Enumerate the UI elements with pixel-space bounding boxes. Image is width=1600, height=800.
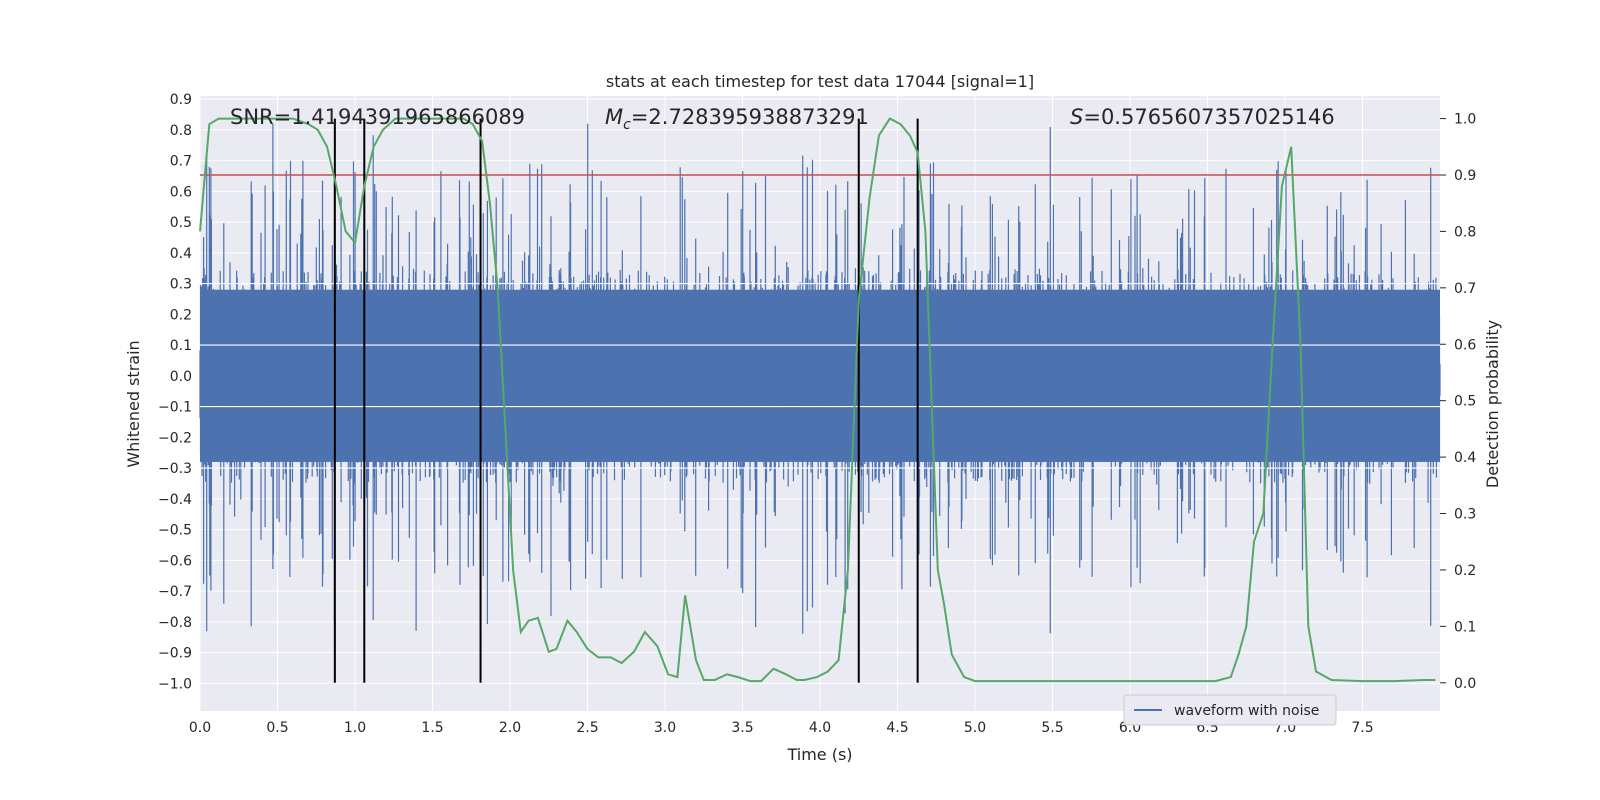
y-tick-label: −0.3 [158, 461, 192, 477]
y-axis-label-right: Detection probability [1483, 320, 1502, 488]
y-right-tick-label: 0.1 [1454, 619, 1476, 635]
y-tick-label: 0.2 [170, 307, 192, 323]
y-tick-label: −0.7 [158, 584, 192, 600]
x-tick-label: 1.0 [344, 720, 366, 736]
y-tick-label: −0.2 [158, 430, 192, 446]
y-tick-label: 0.6 [170, 184, 192, 200]
y-right-tick-label: 0.7 [1454, 281, 1476, 297]
y-right-tick-label: 0.9 [1454, 168, 1476, 184]
s-value: =0.5765607357025146 [1083, 105, 1334, 129]
y-ticks-left: 0.9 0.8 0.7 0.6 0.5 0.4 0.3 0.2 0.1 0.0 −0.1 −0.2 −0… [158, 92, 192, 692]
y-tick-label: 0.7 [170, 154, 192, 170]
chirp-mass-subscript: c [623, 117, 631, 133]
y-right-tick-label: 0.4 [1454, 450, 1476, 466]
y-right-tick-label: 0.3 [1454, 507, 1476, 523]
y-right-tick-label: 1.0 [1454, 112, 1476, 128]
detection-probability-line [199, 117, 1436, 683]
y-right-tick-label: 0.2 [1454, 563, 1476, 579]
x-tick-label: 2.0 [499, 720, 521, 736]
y-right-tick-label: 0.5 [1454, 394, 1476, 410]
x-tick-label: 2.5 [576, 720, 598, 736]
y-axis-label: Whitened strain [124, 340, 143, 467]
x-tick-label: 1.5 [421, 720, 443, 736]
y-tick-label: −0.6 [158, 553, 192, 569]
y-tick-label: 0.8 [170, 123, 192, 139]
y-right-tick-label: 0.0 [1454, 676, 1476, 692]
s-symbol: S [1070, 105, 1083, 129]
y-tick-label: 0.1 [170, 338, 192, 354]
y-tick-label: 0.4 [170, 246, 192, 262]
y-tick-label: −0.1 [158, 400, 192, 416]
y-tick-label: −0.5 [158, 523, 192, 539]
x-tick-label: 5.5 [1041, 720, 1063, 736]
y-tick-label: −0.9 [158, 646, 192, 662]
x-tick-label: 5.0 [964, 720, 986, 736]
x-tick-label: 0.5 [266, 720, 288, 736]
snr-annotation: SNR=1.4194391965866089 [230, 105, 525, 129]
y-tick-label: −0.4 [158, 492, 192, 508]
event-lines [333, 118, 919, 683]
y-tick-label: 0.3 [170, 277, 192, 293]
chirp-mass-annotation: Mc=2.728395938873291 [605, 105, 869, 133]
chart-title: stats at each timestep for test data 170… [606, 72, 1034, 91]
x-axis-label: Time (s) [786, 745, 852, 764]
y-tick-label: 0.0 [170, 369, 192, 385]
legend-label: waveform with noise [1174, 703, 1319, 719]
y-tick-label: 0.9 [170, 92, 192, 108]
y-ticks-right: 1.0 0.9 0.8 0.7 0.6 0.5 0.4 0.3 0.2 0.1 0.0 [1440, 112, 1476, 692]
chirp-mass-symbol: M [605, 105, 623, 129]
y-right-tick-label: 0.6 [1454, 337, 1476, 353]
x-tick-label: 4.5 [886, 720, 908, 736]
x-tick-label: 0.0 [189, 720, 211, 736]
y-tick-label: −0.8 [158, 615, 192, 631]
legend: waveform with noise [1123, 694, 1337, 726]
x-tick-label: 3.0 [654, 720, 676, 736]
y-right-tick-label: 0.8 [1454, 224, 1476, 240]
x-tick-label: 4.0 [809, 720, 831, 736]
legend-box [1123, 694, 1337, 726]
y-tick-label: 0.5 [170, 215, 192, 231]
strain-series [199, 123, 1441, 634]
s-annotation: S=0.5765607357025146 [1070, 105, 1335, 129]
x-tick-label: 3.5 [731, 720, 753, 736]
y-tick-label: −1.0 [158, 676, 192, 692]
chirp-mass-value: =2.728395938873291 [631, 105, 869, 129]
x-tick-label: 7.5 [1351, 720, 1373, 736]
